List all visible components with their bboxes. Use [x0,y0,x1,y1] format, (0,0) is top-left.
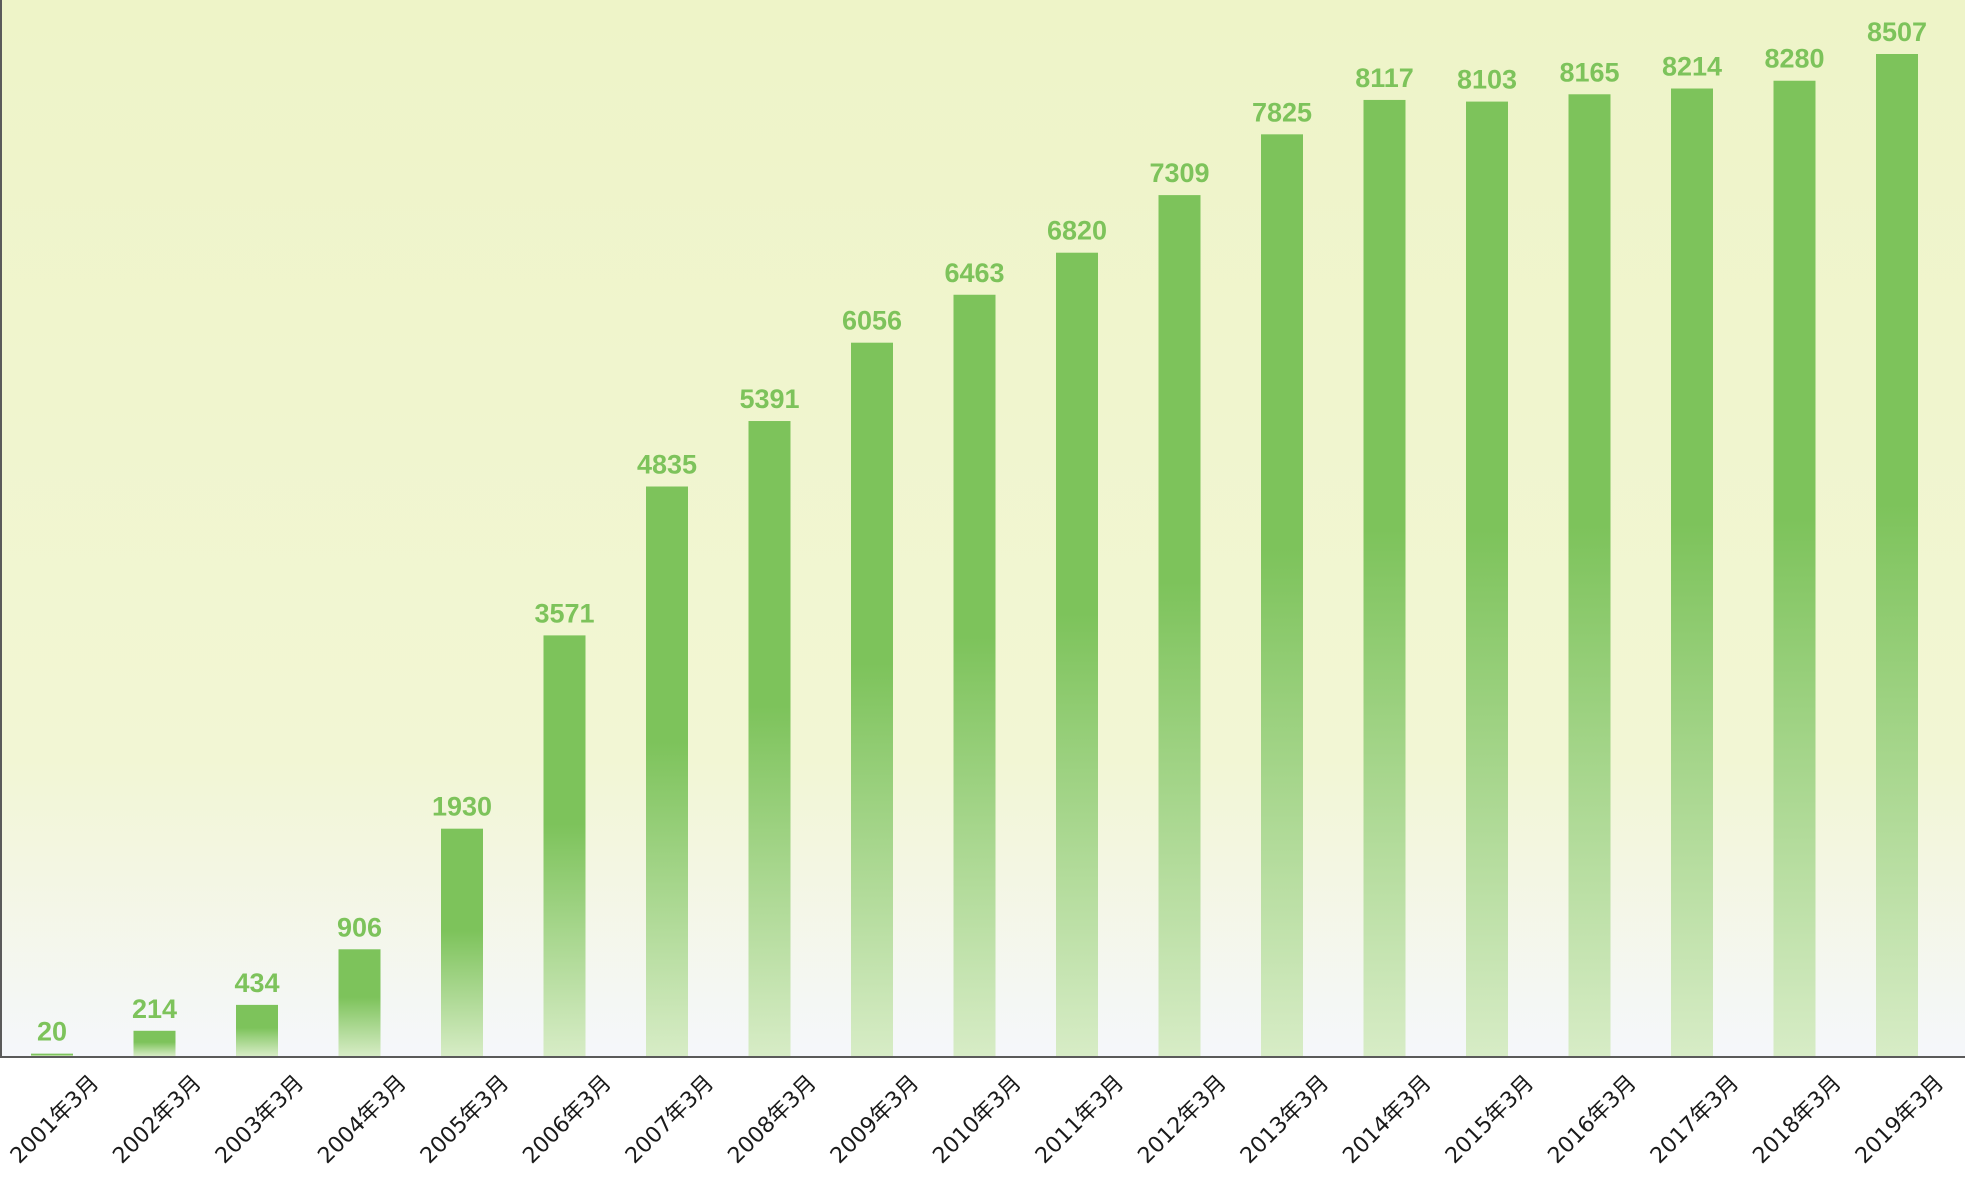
x-tick-label: 2010年3月 [928,1071,1026,1169]
bar [851,342,893,1056]
bar [1876,54,1918,1056]
data-label: 3571 [534,598,594,628]
data-label: 8214 [1662,52,1722,82]
data-label: 7309 [1149,158,1209,188]
bar [236,1004,278,1056]
x-tick-label: 2013年3月 [1236,1071,1334,1169]
x-tick-label: 2016年3月 [1543,1071,1641,1169]
data-label: 4835 [637,450,697,480]
bar [1568,94,1611,1056]
data-labels-layer: 20 214 434 906 1930 3571 4835 5391 6056 6463 6820 7… [37,17,1927,1047]
bar [748,421,791,1056]
data-label: 434 [234,968,279,998]
data-label: 906 [337,912,382,942]
bar [1466,101,1508,1057]
bar [441,828,483,1056]
bar [1056,252,1098,1057]
x-tick-label: 2019年3月 [1851,1071,1949,1169]
x-tick-label: 2004年3月 [313,1071,411,1169]
x-tick-label: 2011年3月 [1031,1071,1129,1169]
bar [1773,80,1816,1056]
data-label: 7825 [1252,97,1312,127]
x-tick-label: 2014年3月 [1338,1071,1436,1169]
data-label: 8165 [1559,57,1619,87]
bars-layer [31,54,1918,1057]
x-tick-label: 2001年3月 [6,1071,104,1169]
x-tick-label: 2005年3月 [416,1071,514,1169]
x-tick-label: 2006年3月 [518,1071,616,1169]
data-label: 214 [132,994,177,1024]
x-tick-label: 2003年3月 [211,1071,309,1169]
bar [1671,88,1713,1056]
data-label: 8280 [1764,44,1824,74]
x-tick-label: 2008年3月 [723,1071,821,1169]
data-label: 1930 [432,792,492,822]
x-tick-label: 2015年3月 [1441,1071,1539,1169]
data-label: 5391 [739,384,799,414]
x-tick-label: 2007年3月 [621,1071,719,1169]
bar [338,949,381,1056]
x-tick-label: 2009年3月 [826,1071,924,1169]
data-label: 8507 [1867,17,1927,47]
data-label: 6056 [842,306,902,336]
bar [646,486,688,1056]
x-tick-label: 2012年3月 [1133,1071,1231,1169]
data-label: 6463 [944,258,1004,288]
bar [1158,195,1201,1056]
bar [31,1053,73,1056]
bar [1261,134,1303,1057]
x-tick-label: 2017年3月 [1646,1071,1744,1169]
bar [953,294,996,1056]
bar [543,635,586,1056]
data-label: 8103 [1457,65,1517,95]
bar [1363,99,1406,1057]
x-tick-label: 2018年3月 [1748,1071,1846,1169]
data-label: 20 [37,1017,67,1047]
x-tick-labels-layer: 2001年3月 2002年3月 2003年3月 2004年3月 2005年3月 2006年… [6,1071,1949,1169]
bar [133,1030,176,1056]
x-tick-label: 2002年3月 [108,1071,206,1169]
data-label: 8117 [1355,63,1414,93]
data-label: 6820 [1047,216,1107,246]
